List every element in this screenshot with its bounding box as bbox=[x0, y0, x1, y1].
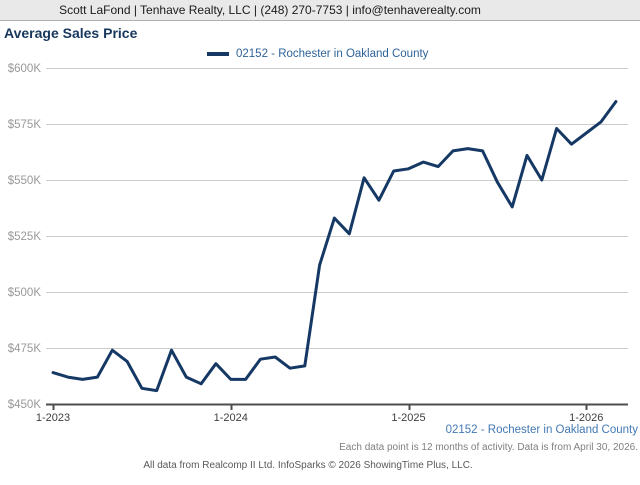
x-tick-label: 1-2023 bbox=[36, 412, 70, 424]
footer-attribution: All data from Realcomp II Ltd. InfoSpark… bbox=[143, 460, 473, 471]
contact-line: Scott LaFond | Tenhave Realty, LLC | (24… bbox=[59, 3, 481, 17]
y-tick-label: $500K bbox=[8, 287, 42, 299]
y-tick-label: $450K bbox=[8, 399, 42, 411]
header-bar: Scott LaFond | Tenhave Realty, LLC | (24… bbox=[0, 0, 640, 21]
y-tick-label: $600K bbox=[8, 63, 42, 75]
y-tick-label: $525K bbox=[8, 231, 42, 243]
footer-series-label: 02152 - Rochester in Oakland County bbox=[445, 424, 638, 436]
footer-note: Each data point is 12 months of activity… bbox=[339, 442, 638, 453]
y-tick-label: $575K bbox=[8, 119, 42, 131]
legend-label: 02152 - Rochester in Oakland County bbox=[236, 48, 429, 60]
x-tick-label: 1-2025 bbox=[391, 412, 425, 424]
y-tick-label: $475K bbox=[8, 343, 42, 355]
page-title: Average Sales Price bbox=[4, 25, 138, 41]
x-tick-label: 1-2026 bbox=[569, 412, 603, 424]
y-tick-label: $550K bbox=[8, 175, 42, 187]
x-tick-label: 1-2024 bbox=[214, 412, 248, 424]
chart-legend: 02152 - Rochester in Oakland County bbox=[207, 47, 428, 61]
price-line[interactable] bbox=[51, 100, 618, 393]
legend-line-swatch bbox=[207, 52, 229, 56]
